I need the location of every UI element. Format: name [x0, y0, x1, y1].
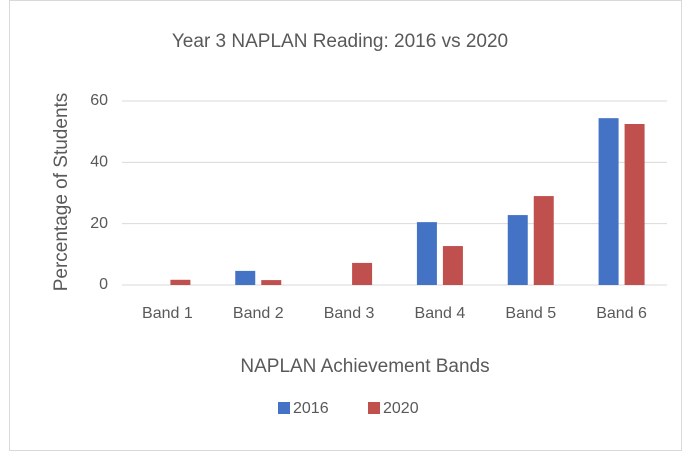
- y-tick-label: 0: [99, 276, 108, 293]
- bar: [261, 280, 282, 285]
- legend-swatch: [368, 402, 380, 414]
- y-tick-label: 40: [90, 154, 108, 171]
- x-tick-label: Band 6: [596, 305, 647, 322]
- bar: [235, 270, 256, 285]
- bar: [624, 124, 645, 285]
- x-tick-label: Band 3: [324, 305, 375, 322]
- x-tick-label: Band 1: [142, 305, 193, 322]
- y-tick-label: 20: [90, 215, 108, 232]
- y-axis-title: Percentage of Students: [51, 93, 72, 292]
- x-axis-title: NAPLAN Achievement Bands: [240, 356, 489, 377]
- bar: [170, 279, 191, 285]
- x-tick-label: Band 4: [415, 305, 466, 322]
- bar: [442, 246, 463, 285]
- chart-title: Year 3 NAPLAN Reading: 2016 vs 2020: [172, 31, 508, 52]
- bar: [533, 196, 554, 285]
- legend-swatch: [278, 402, 290, 414]
- bar: [507, 215, 528, 285]
- chart-border: [9, 0, 682, 451]
- x-tick-label: Band 2: [233, 305, 284, 322]
- x-tick-label: Band 5: [505, 305, 556, 322]
- legend-label: 2020: [383, 400, 419, 417]
- y-tick-label: 60: [90, 92, 108, 109]
- bar: [352, 262, 373, 285]
- legend-label: 2016: [293, 400, 329, 417]
- bar: [416, 222, 437, 285]
- bar: [598, 118, 619, 285]
